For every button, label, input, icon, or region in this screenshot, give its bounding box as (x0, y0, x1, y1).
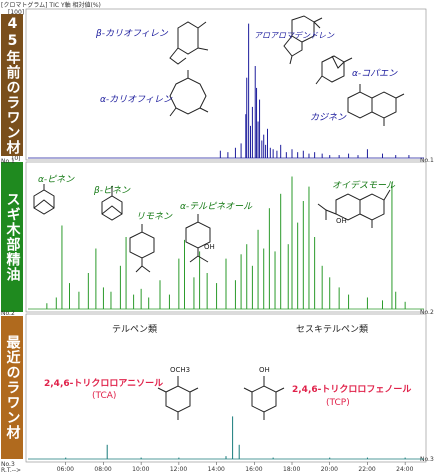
x-tick-label: 12:00 (170, 466, 187, 473)
panel-frame-1 (25, 8, 427, 161)
label-tcp-name: 2,4,6-トリクロロフェノール (292, 385, 412, 395)
structure-beta-caryophyllene (169, 21, 209, 65)
x-tick-label: 22:00 (358, 466, 375, 473)
label-tcp-abbr: (TCP) (326, 398, 350, 408)
label-beta-caryophyllene: β-カリオフィレン (96, 29, 168, 39)
y-bottom-value: [0] (12, 155, 21, 162)
label-alpha-caryophyllene: α-カリオフィレン (100, 95, 173, 105)
structure-alpha-copaene (315, 55, 353, 85)
x-unit-label: R.T.--> (1, 467, 22, 474)
label-oh-eudesmol: OH (336, 217, 347, 225)
x-tick-label: 14:00 (208, 466, 225, 473)
chart-header-title: [クロマトグラム] TIC Y軸 相対値(%) (1, 2, 101, 9)
label-terpenes: テルペン類 (112, 325, 158, 335)
label-tca-name: 2,4,6-トリクロロアニソール (44, 379, 164, 389)
label-oh-tcp: OH (259, 366, 270, 374)
label-alpha-pinene: α-ピネン (38, 175, 75, 185)
label-oh-terpineol: OH (204, 243, 215, 251)
structure-alpha-pinene (33, 184, 55, 215)
structure-alloaromadendrene (283, 15, 323, 65)
label-sesquiterpenes: セスキテルペン類 (296, 325, 369, 335)
label-tca-abbr: (TCA) (92, 391, 117, 401)
x-tick-label: 08:00 (94, 466, 111, 473)
structure-beta-pinene (101, 186, 123, 221)
x-tick-label: 06:00 (57, 466, 74, 473)
panel-label-old-lauan: 45年前のラワン材 (1, 14, 23, 156)
label-eudesmol: オイデスモール (332, 181, 396, 191)
panel-frame-3 (25, 313, 427, 463)
structure-limonene (129, 224, 155, 273)
structure-eudesmol (317, 189, 391, 228)
structure-cadinene (347, 84, 405, 126)
label-och3: OCH3 (170, 366, 191, 374)
row-label-2: No.2 (1, 310, 15, 317)
structure-alpha-terpineol (185, 214, 211, 263)
x-tick-label: 10:00 (132, 466, 149, 473)
label-alloaromadendrene: アロアロマデンドレン (254, 31, 334, 40)
right-label-3: No.3 (420, 456, 434, 463)
label-beta-pinene: β-ピネン (94, 186, 130, 196)
structure-tca (157, 376, 199, 420)
label-limonene: リモネン (136, 212, 173, 222)
panel-frame-2 (25, 161, 427, 313)
right-label-2: No.2 (420, 309, 434, 316)
x-tick-label: 18:00 (283, 466, 300, 473)
row-label-3: No.3 (1, 461, 15, 468)
x-tick-label: 24:00 (396, 466, 413, 473)
label-cadinene: カジネン (310, 113, 347, 123)
panel-label-cedar-oil: スギ木部精油 (1, 162, 23, 312)
panel-label-recent-lauan: 最近のラワン材 (1, 316, 23, 459)
structure-tcp (243, 376, 285, 420)
label-alpha-terpineol: α-テルピネオール (180, 202, 253, 212)
label-alpha-copaene: α-コパエン (352, 69, 398, 79)
y-top-value: [100] (8, 9, 25, 16)
row-label-1: No.1 (1, 158, 15, 165)
x-tick-label: 16:00 (245, 466, 262, 473)
right-label-1: No.1 (420, 157, 434, 164)
x-tick-label: 20:00 (321, 466, 338, 473)
structure-alpha-caryophyllene (169, 70, 209, 117)
